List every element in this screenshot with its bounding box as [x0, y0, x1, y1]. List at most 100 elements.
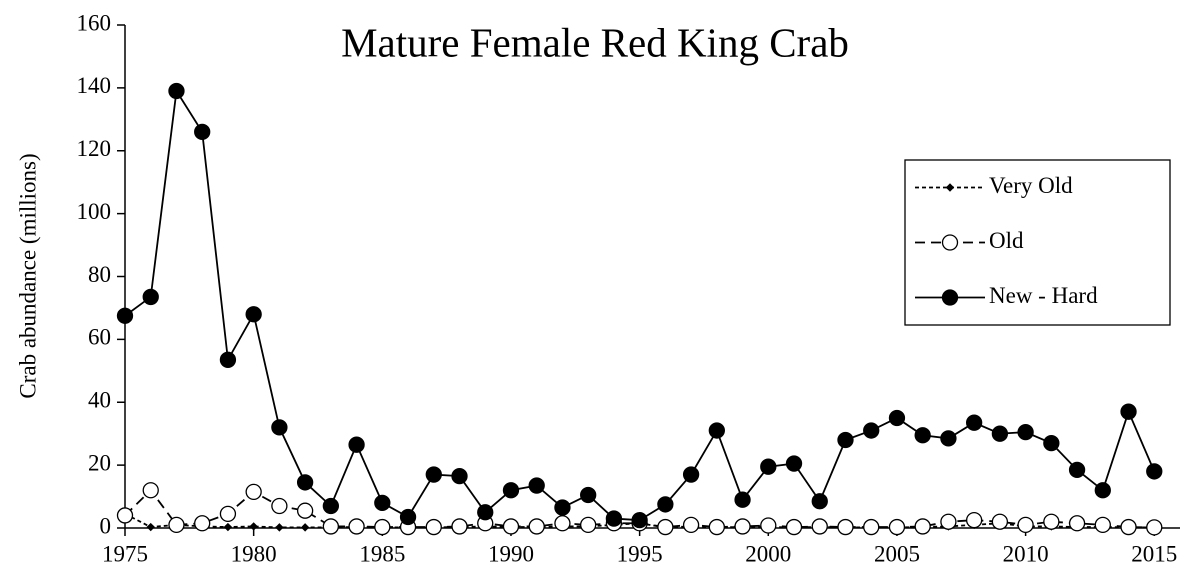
marker: [657, 496, 674, 513]
x-tick-label: 1985: [359, 541, 405, 566]
chart-title: Mature Female Red King Crab: [341, 19, 849, 65]
marker: [300, 523, 310, 532]
marker: [425, 518, 442, 536]
marker: [760, 517, 777, 534]
marker: [837, 431, 854, 449]
marker: [116, 307, 134, 324]
marker: [245, 306, 262, 323]
marker: [837, 518, 854, 536]
marker: [1068, 515, 1086, 532]
marker: [502, 518, 520, 535]
marker: [811, 493, 828, 510]
marker: [554, 515, 571, 532]
marker: [1043, 434, 1060, 452]
x-tick-label: 2005: [874, 541, 920, 566]
marker: [682, 516, 700, 534]
marker: [605, 510, 623, 527]
marker: [146, 522, 155, 532]
x-tick-label: 2015: [1131, 541, 1177, 566]
marker: [1120, 518, 1137, 536]
x-tick-label: 2010: [1003, 541, 1049, 566]
marker: [348, 436, 365, 453]
marker: [528, 477, 545, 494]
x-tick-label: 2000: [745, 541, 791, 566]
marker: [1120, 403, 1137, 420]
marker: [271, 419, 288, 436]
marker: [657, 518, 674, 536]
marker: [1094, 516, 1111, 534]
marker: [1068, 461, 1086, 478]
marker: [142, 288, 159, 306]
marker: [194, 123, 211, 141]
y-axis-label: Crab abundance (millions): [15, 153, 40, 398]
marker: [888, 518, 906, 536]
marker: [425, 466, 442, 483]
marker: [940, 513, 957, 530]
y-tick-label: 40: [88, 388, 111, 413]
marker: [322, 518, 340, 535]
marker: [708, 422, 725, 439]
marker: [116, 507, 134, 524]
marker: [708, 518, 725, 536]
legend-marker: [941, 289, 959, 306]
marker: [1146, 519, 1163, 536]
marker: [322, 497, 340, 515]
marker: [348, 518, 365, 535]
marker: [991, 513, 1009, 530]
marker: [785, 455, 803, 472]
marker: [785, 518, 803, 536]
legend-label: Old: [989, 228, 1024, 253]
marker: [580, 486, 597, 504]
y-tick-label: 100: [77, 199, 112, 224]
marker: [219, 351, 237, 368]
legend-marker: [945, 183, 955, 192]
y-tick-label: 0: [100, 513, 112, 538]
marker: [1094, 482, 1111, 499]
marker: [502, 482, 520, 499]
x-tick-label: 1980: [231, 541, 277, 566]
marker: [863, 518, 880, 536]
marker: [223, 522, 233, 532]
marker: [554, 499, 571, 516]
marker: [374, 518, 391, 536]
marker: [940, 430, 957, 447]
marker: [1043, 513, 1060, 530]
legend-label: New - Hard: [989, 283, 1098, 308]
marker: [965, 511, 983, 529]
x-tick-label: 1995: [617, 541, 663, 566]
marker: [1017, 516, 1034, 534]
marker: [142, 482, 159, 499]
marker: [965, 414, 983, 431]
marker: [991, 425, 1009, 442]
marker: [399, 508, 417, 526]
y-tick-label: 160: [77, 10, 112, 35]
y-tick-label: 20: [88, 450, 111, 475]
legend-label: Very Old: [989, 173, 1073, 198]
marker: [451, 467, 468, 485]
marker: [734, 518, 751, 535]
marker: [194, 515, 211, 532]
y-tick-label: 80: [88, 262, 111, 287]
marker: [1146, 463, 1163, 480]
marker: [528, 518, 545, 535]
y-tick-label: 120: [77, 136, 112, 161]
marker: [914, 427, 931, 444]
marker: [863, 422, 880, 439]
marker: [580, 516, 597, 534]
marker: [682, 466, 700, 483]
marker: [760, 458, 777, 475]
marker: [631, 511, 648, 529]
marker: [219, 505, 237, 523]
marker: [271, 497, 288, 515]
marker: [296, 474, 314, 491]
marker: [451, 518, 468, 535]
marker: [811, 518, 828, 535]
marker: [168, 82, 185, 100]
marker: [477, 504, 494, 521]
marker: [245, 483, 262, 500]
marker: [374, 494, 391, 512]
marker: [1017, 423, 1034, 441]
marker: [296, 502, 314, 519]
marker: [734, 491, 751, 508]
